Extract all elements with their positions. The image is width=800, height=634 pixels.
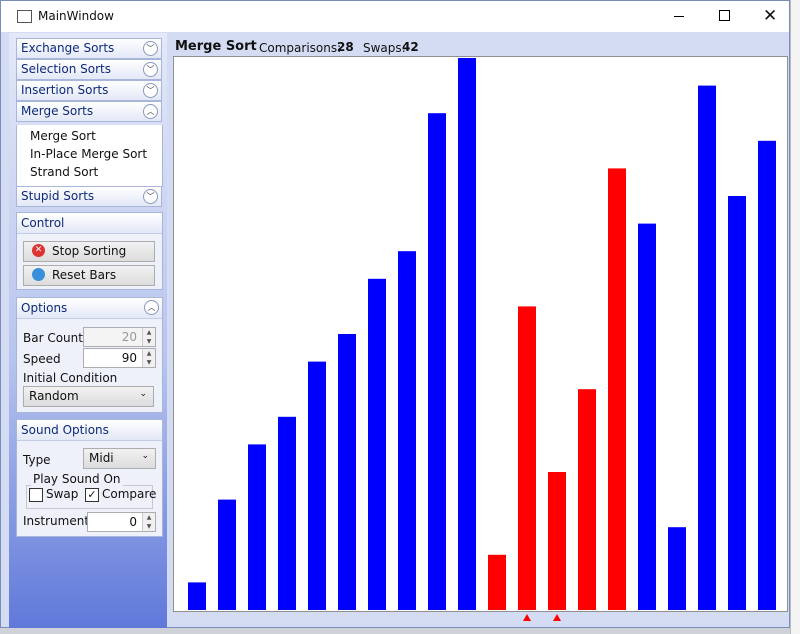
bar [488,554,506,610]
label: Instrument [23,514,90,528]
combo-value: Random [29,389,79,403]
group-items [16,125,163,187]
label: Type [23,453,51,467]
bar [578,389,596,610]
bar [698,85,716,611]
initial-condition-combo[interactable]: Random ⌄ [23,386,154,407]
bar [728,196,746,610]
stop-button[interactable]: ✕ Stop Sorting [23,241,155,262]
group-header[interactable]: Merge Sorts ︿ [16,101,162,122]
group-label: Exchange Sorts [21,41,115,55]
bar [218,499,236,610]
checkbox-label: Compare [102,487,157,501]
comparisons-value: 28 [337,40,354,54]
bar [638,223,656,610]
sort-item[interactable]: In-Place Merge Sort [30,147,148,161]
group-label: Selection Sorts [21,62,111,76]
group-label: Play Sound On [31,472,123,486]
control-title: Control [21,216,65,230]
sort-item[interactable]: Strand Sort [30,165,99,179]
sound-options-panel: Sound Options Type Midi ⌄ Play Sound On S… [16,419,163,537]
type-combo[interactable]: Midi ⌄ [83,448,156,469]
options-panel: Options ︿ Bar Count 20 ▲ ▼ Speed 90 ▲ ▼ Initi… [16,297,163,413]
background-window [790,0,800,634]
bar-count-input[interactable]: 20 [121,330,137,344]
main-window: MainWindow ✕ Control ✕ Stop Sorting Rese… [0,0,790,628]
options-title: Options [21,301,68,315]
reset-button[interactable]: Reset Bars [23,265,155,286]
bar [308,361,326,610]
close-button[interactable]: ✕ [763,6,778,26]
bar [248,444,266,610]
group-label: Stupid Sorts [21,189,95,203]
group-label: Insertion Sorts [21,83,109,97]
title-bar: MainWindow ✕ [1,1,789,32]
group-header[interactable]: Selection Sorts ﹀ [16,59,162,80]
bar [338,334,356,610]
bar [368,278,386,610]
combo-value: Midi [89,451,114,465]
pointer [523,614,531,621]
label: Speed [23,352,61,366]
bar [758,140,776,611]
swaps-value: 42 [402,40,419,54]
group-label: Merge Sorts [21,104,94,118]
bar [668,527,686,610]
pointer [553,614,561,621]
swaps-label: Swaps: [363,41,406,55]
bar [398,251,416,610]
swap-checkbox[interactable] [29,488,43,502]
bar [458,58,476,610]
app-icon [17,10,32,23]
instrument-input[interactable]: 0 [129,515,137,529]
bar [608,168,626,610]
algorithm-name: Merge Sort [175,39,257,54]
bar [278,416,296,610]
checkbox-label: Swap [46,487,79,501]
button-label: Stop Sorting [52,244,127,258]
comparisons-label: Comparisons: [259,41,342,55]
group-header[interactable]: Stupid Sorts ﹀ [16,186,162,207]
window-title: MainWindow [38,9,114,23]
label: Initial Condition [23,371,118,385]
bar [188,582,206,610]
compare-checkbox[interactable]: ✓ [85,488,99,502]
group-header[interactable]: Exchange Sorts ﹀ [16,38,162,59]
canvas-frame [173,56,788,612]
bar [518,306,536,610]
bar [548,472,566,610]
speed-input[interactable]: 90 [121,351,137,365]
control-panel: Control ✕ Stop Sorting Reset Bars [16,212,163,290]
maximize-button[interactable] [719,10,730,21]
button-label: Reset Bars [52,268,117,282]
group-header[interactable]: Insertion Sorts ﹀ [16,80,162,101]
sound-options-title: Sound Options [21,423,109,437]
bar-canvas [173,56,788,621]
sort-item[interactable]: Merge Sort [30,129,96,143]
bar [428,113,446,610]
label: Bar Count [23,331,83,345]
minimize-button[interactable] [674,16,684,17]
